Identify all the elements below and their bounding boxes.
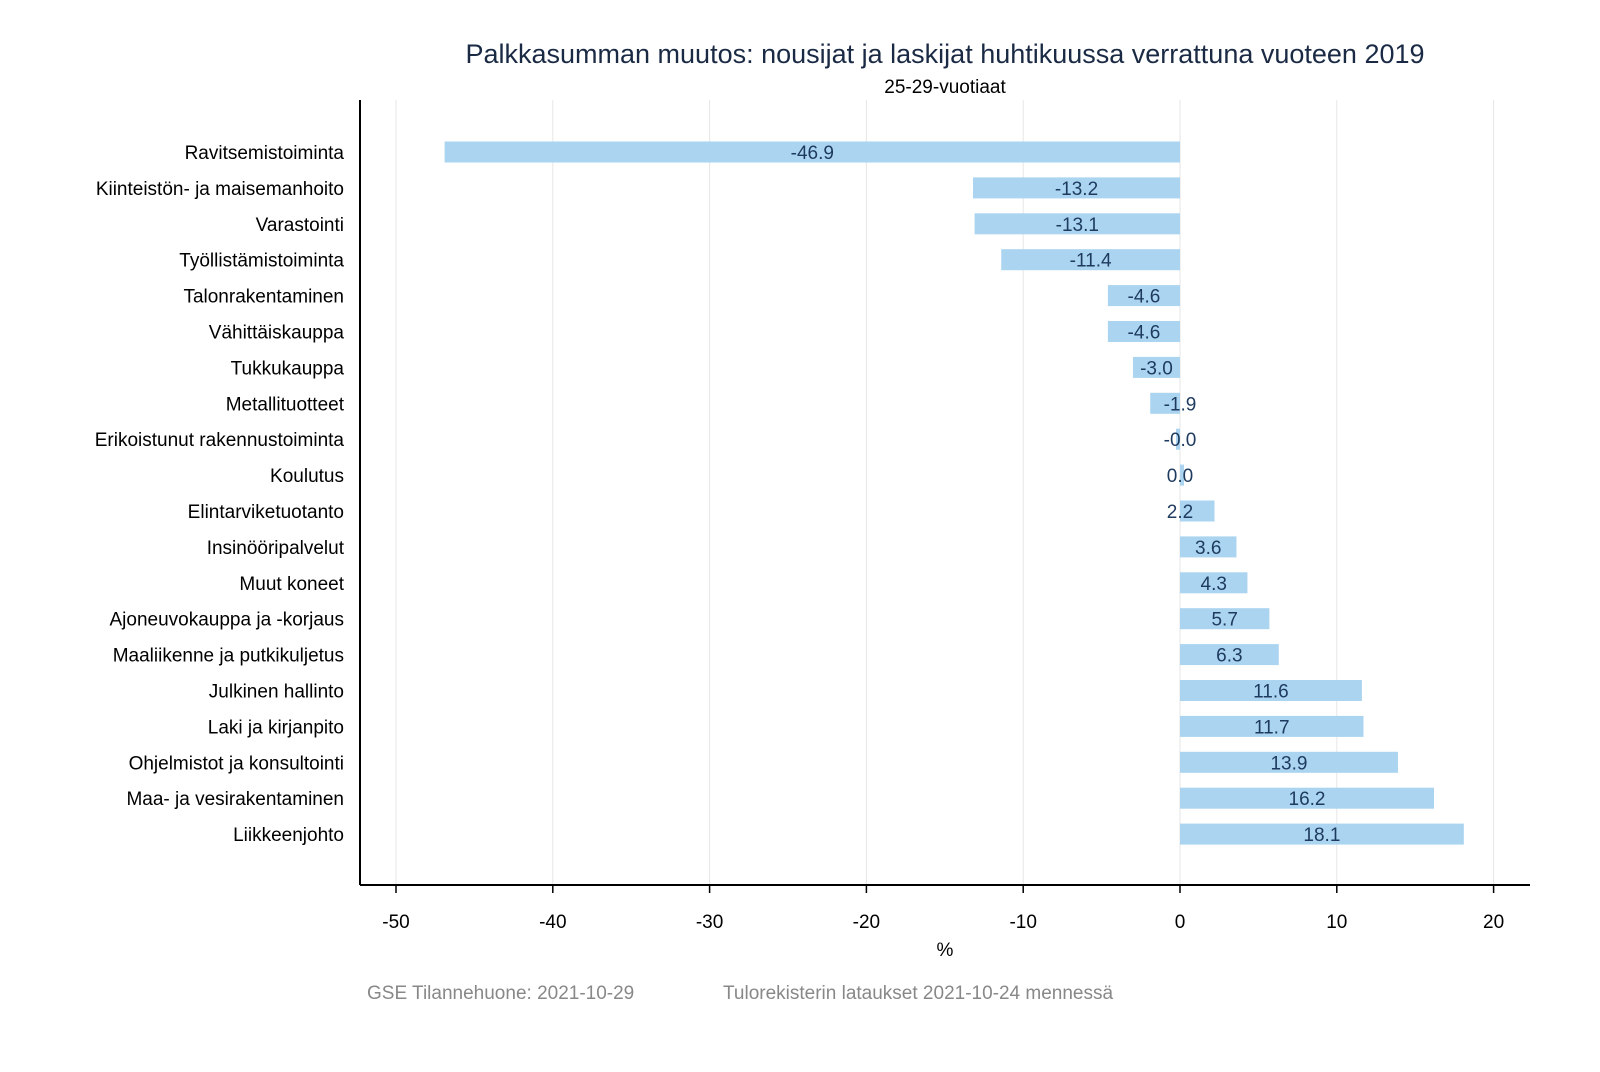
x-tick-label: -50 <box>382 912 409 933</box>
x-tick-label: -20 <box>853 912 880 933</box>
chart-title: Palkkasumman muutos: nousijat ja laskija… <box>465 39 1424 69</box>
bar-value-label: -11.4 <box>1070 251 1112 272</box>
x-tick-label: -40 <box>539 912 566 933</box>
bar <box>1180 787 1435 809</box>
category-label: Työllistämistoiminta <box>179 251 344 272</box>
bar <box>1180 572 1248 594</box>
bar-value-label: 2.2 <box>1167 502 1193 523</box>
bar <box>1180 680 1362 701</box>
bar <box>1150 392 1180 414</box>
bar <box>1180 500 1215 522</box>
bar <box>1176 428 1180 450</box>
footer-source: GSE Tilannehuone: 2021-10-29 <box>367 983 634 1004</box>
bar <box>1180 464 1184 486</box>
bar <box>1107 285 1180 307</box>
bar-value-label: 11.6 <box>1253 682 1289 703</box>
bar-value-label: -3.0 <box>1140 358 1173 379</box>
category-label: Maa- ja vesirakentaminen <box>126 789 344 810</box>
bar-value-label: 4.3 <box>1201 574 1227 595</box>
chart-subtitle: 25-29-vuotiaat <box>884 77 1006 98</box>
category-label: Maaliikenne ja putkikuljetus <box>113 646 344 667</box>
bar-value-label: -4.6 <box>1128 323 1161 344</box>
category-label: Erikoistunut rakennustoiminta <box>95 430 345 451</box>
category-label: Ohjelmistot ja konsultointi <box>129 753 344 774</box>
bar-value-label: 16.2 <box>1289 789 1326 810</box>
x-tick-label: -10 <box>1009 912 1036 933</box>
bar <box>1180 715 1364 737</box>
bar <box>1180 751 1398 773</box>
bar-value-label: -13.2 <box>1055 179 1098 200</box>
category-label: Muut koneet <box>239 574 344 595</box>
bar-value-label: -13.1 <box>1056 215 1099 236</box>
x-axis-label: % <box>937 940 954 961</box>
bar <box>1132 356 1180 378</box>
bar <box>1180 608 1270 630</box>
category-label: Tukkukauppa <box>231 358 345 379</box>
bar-value-label: 6.3 <box>1216 646 1242 667</box>
category-label: Liikkeenjohto <box>233 825 344 846</box>
bar <box>1180 644 1279 666</box>
category-label: Ajoneuvokauppa ja -korjaus <box>110 610 345 631</box>
bar <box>1001 249 1180 271</box>
bar-value-label: -1.9 <box>1164 394 1197 415</box>
category-label: Koulutus <box>270 466 344 487</box>
category-label: Insinööripalvelut <box>207 538 345 559</box>
x-tick-label: -30 <box>696 912 723 933</box>
category-label: Elintarviketuotanto <box>188 502 344 523</box>
bar <box>1107 321 1180 342</box>
category-label: Varastointi <box>256 215 344 236</box>
category-label: Metallituotteet <box>226 394 345 415</box>
bar-value-label: 0.0 <box>1167 466 1193 487</box>
footer-note: Tulorekisterin lataukset 2021-10-24 menn… <box>723 983 1113 1004</box>
x-tick-label: 0 <box>1175 912 1186 933</box>
bar-value-label: 13.9 <box>1270 753 1307 774</box>
bar <box>444 141 1180 163</box>
bar <box>1180 823 1464 845</box>
bar-value-label: -46.9 <box>791 143 834 164</box>
category-label: Julkinen hallinto <box>209 682 344 703</box>
bar-value-label: 18.1 <box>1303 825 1340 846</box>
bar-value-label: 11.7 <box>1254 717 1290 738</box>
bar <box>973 177 1180 199</box>
bar-value-label: 5.7 <box>1211 610 1237 631</box>
category-label: Vähittäiskauppa <box>209 323 345 344</box>
bar-value-label: 3.6 <box>1195 538 1221 559</box>
category-label: Ravitsemistoiminta <box>185 143 345 164</box>
category-label: Talonrakentaminen <box>183 287 344 308</box>
category-label: Laki ja kirjanpito <box>208 717 344 738</box>
category-label: Kiinteistön- ja maisemanhoito <box>96 179 344 200</box>
x-tick-label: 10 <box>1326 912 1347 933</box>
bar <box>1180 536 1237 558</box>
bar-value-label: -4.6 <box>1128 287 1161 308</box>
bar-value-label: -0.0 <box>1164 430 1197 451</box>
x-tick-label: 20 <box>1483 912 1504 933</box>
bar <box>974 213 1180 235</box>
